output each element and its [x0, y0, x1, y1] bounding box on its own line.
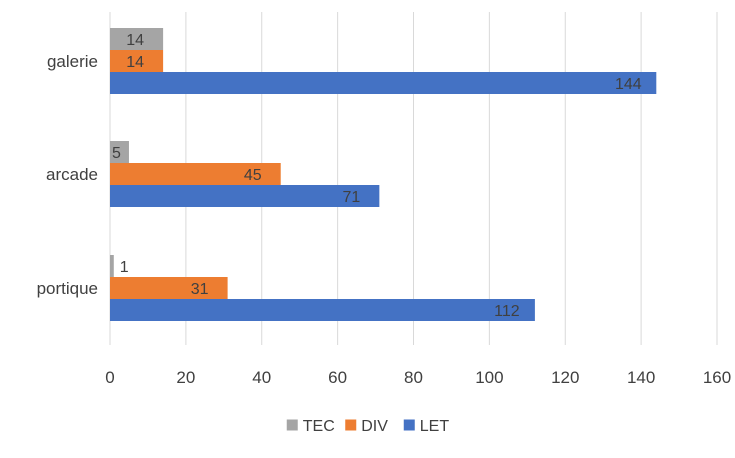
legend-label-let: LET [420, 418, 450, 435]
legend-swatch-tec [286, 419, 298, 431]
bar-let-portique [110, 299, 535, 321]
data-label-let-galerie: 144 [615, 76, 642, 93]
bar-div-galerie [110, 50, 164, 72]
x-tick-label-40: 40 [252, 368, 271, 387]
y-axis-categories: galerie arcade portique [37, 52, 98, 298]
x-tick-label-140: 140 [627, 368, 655, 387]
data-label-div-galerie: 14 [126, 54, 144, 71]
x-tick-label-0: 0 [105, 368, 114, 387]
bar-tec-arcade [110, 141, 129, 163]
legend-swatch-div [345, 419, 357, 431]
x-tick-label-120: 120 [551, 368, 579, 387]
x-tick-label-80: 80 [404, 368, 423, 387]
data-labels: 14 14 144 5 45 71 1 31 112 [112, 32, 642, 320]
x-tick-label-60: 60 [328, 368, 347, 387]
legend-swatch-let [403, 419, 415, 431]
data-label-tec-portique: 1 [120, 259, 129, 276]
bar-tec-portique [110, 255, 114, 277]
x-tick-label-160: 160 [703, 368, 731, 387]
data-label-tec-galerie: 14 [126, 32, 144, 49]
data-label-tec-arcade: 5 [112, 145, 121, 162]
legend-label-tec: TEC [303, 418, 335, 435]
gridlines [109, 12, 718, 345]
x-tick-label-100: 100 [475, 368, 503, 387]
data-label-let-portique: 112 [494, 303, 520, 320]
x-tick-label-20: 20 [176, 368, 195, 387]
category-label-galerie: galerie [47, 52, 98, 71]
data-label-let-arcade: 71 [342, 189, 360, 206]
legend: TEC DIV LET [286, 418, 450, 435]
bars [110, 28, 657, 321]
data-label-div-portique: 31 [191, 281, 209, 298]
category-label-portique: portique [37, 279, 98, 298]
bar-tec-galerie [110, 28, 164, 50]
bar-let-galerie [110, 72, 657, 94]
legend-label-div: DIV [361, 418, 388, 435]
x-axis-ticks: 0 20 40 60 80 100 120 140 160 [105, 368, 731, 387]
bar-div-portique [110, 277, 228, 299]
bar-let-arcade [110, 185, 380, 207]
data-label-div-arcade: 45 [244, 167, 262, 184]
bar-div-arcade [110, 163, 281, 185]
category-label-arcade: arcade [46, 165, 98, 184]
